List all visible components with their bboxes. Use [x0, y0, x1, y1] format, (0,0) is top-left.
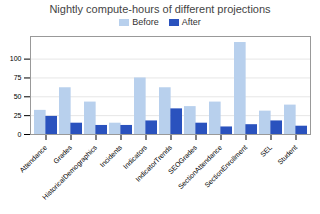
svg-text:Student: Student [276, 144, 298, 166]
svg-text:Incidents: Incidents [99, 143, 124, 168]
svg-text:Attendance: Attendance [18, 144, 48, 174]
svg-text:IndicatorTrends: IndicatorTrends [134, 143, 174, 183]
svg-text:Indicators: Indicators [121, 143, 149, 171]
svg-text:75: 75 [14, 74, 22, 81]
svg-text:SEOGrades: SEOGrades [166, 143, 199, 176]
svg-text:25: 25 [14, 112, 22, 119]
svg-text:SectionEnrollment: SectionEnrollment [203, 144, 248, 189]
html-text:Before: Before [132, 17, 159, 27]
html-text:Nightly compute-hours of diffe: Nightly compute-hours of different proje… [49, 3, 271, 15]
svg-text:0: 0 [18, 131, 22, 138]
svg-text:HistoricalDemographics: HistoricalDemographics [41, 143, 99, 201]
svg-text:50: 50 [14, 93, 22, 100]
svg-text:SEL: SEL [259, 144, 273, 158]
svg-text:SectionAttendance: SectionAttendance [177, 144, 224, 191]
html-text:After: After [181, 17, 201, 27]
svg-text:100: 100 [10, 55, 22, 62]
svg-text:Grades: Grades [52, 143, 74, 165]
